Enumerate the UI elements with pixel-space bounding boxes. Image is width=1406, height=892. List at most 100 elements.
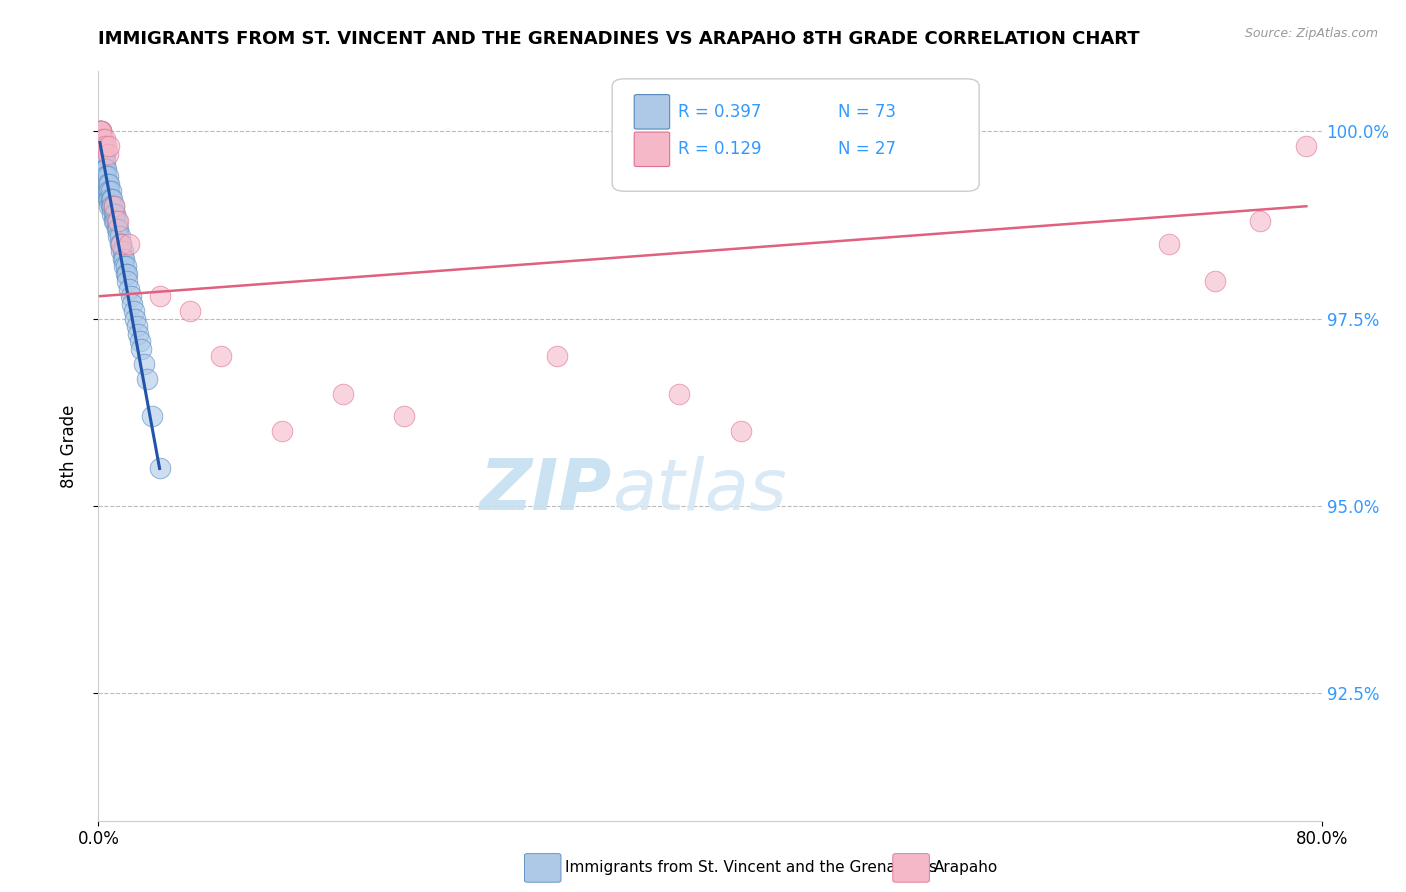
Point: [546, 349, 568, 363]
Point: [103, 214, 125, 228]
Point: [118, 236, 141, 251]
Point: [117, 267, 139, 281]
Point: [117, 274, 139, 288]
Point: [98, 177, 121, 191]
Point: [115, 267, 138, 281]
Point: [98, 192, 121, 206]
Point: [101, 199, 124, 213]
FancyBboxPatch shape: [634, 132, 669, 167]
Point: [1295, 139, 1317, 153]
Point: [1249, 214, 1271, 228]
Text: Source: ZipAtlas.com: Source: ZipAtlas.com: [1244, 27, 1378, 40]
Point: [90, 146, 112, 161]
Point: [101, 207, 124, 221]
Point: [129, 342, 152, 356]
Point: [332, 386, 354, 401]
Point: [94, 184, 117, 198]
Point: [136, 371, 159, 385]
Point: [121, 296, 143, 310]
Point: [108, 229, 131, 244]
Point: [94, 169, 117, 184]
Point: [98, 199, 121, 213]
Point: [124, 311, 146, 326]
Point: [94, 177, 117, 191]
Point: [122, 304, 145, 318]
Point: [105, 221, 128, 235]
Point: [90, 132, 112, 146]
Point: [97, 177, 120, 191]
Point: [89, 132, 111, 146]
Text: Immigrants from St. Vincent and the Grenadines: Immigrants from St. Vincent and the Gren…: [565, 861, 938, 875]
Point: [118, 282, 141, 296]
FancyBboxPatch shape: [634, 95, 669, 129]
Point: [90, 124, 112, 138]
Point: [91, 146, 114, 161]
Point: [91, 161, 114, 176]
Text: IMMIGRANTS FROM ST. VINCENT AND THE GRENADINES VS ARAPAHO 8TH GRADE CORRELATION : IMMIGRANTS FROM ST. VINCENT AND THE GREN…: [98, 29, 1140, 47]
Point: [270, 424, 292, 438]
Point: [93, 169, 115, 184]
Point: [110, 244, 132, 259]
Point: [91, 154, 114, 169]
Text: Arapaho: Arapaho: [934, 861, 998, 875]
Point: [101, 192, 124, 206]
Point: [89, 124, 111, 138]
Point: [108, 236, 131, 251]
Point: [107, 229, 129, 244]
Point: [103, 207, 125, 221]
Point: [110, 236, 132, 251]
Point: [100, 199, 122, 213]
Text: N = 73: N = 73: [838, 103, 897, 120]
Text: ZIP: ZIP: [479, 457, 612, 525]
Point: [149, 289, 172, 303]
Point: [107, 221, 129, 235]
Point: [94, 139, 117, 153]
Point: [93, 154, 115, 169]
Point: [179, 304, 201, 318]
Point: [1157, 236, 1180, 251]
Point: [93, 177, 115, 191]
Point: [89, 124, 111, 138]
Point: [97, 192, 120, 206]
Point: [103, 199, 125, 213]
Point: [115, 259, 138, 273]
Point: [209, 349, 232, 363]
Point: [103, 199, 125, 213]
Point: [93, 146, 115, 161]
Point: [91, 139, 114, 153]
Point: [392, 409, 416, 423]
Point: [100, 184, 122, 198]
Point: [97, 184, 120, 198]
Point: [98, 184, 121, 198]
Point: [110, 236, 132, 251]
Point: [111, 252, 134, 266]
Point: [89, 132, 111, 146]
Point: [97, 146, 120, 161]
Point: [90, 124, 112, 138]
Text: N = 27: N = 27: [838, 140, 897, 158]
Point: [128, 334, 150, 348]
Y-axis label: 8th Grade: 8th Grade: [59, 404, 77, 488]
Point: [90, 139, 112, 153]
Point: [107, 214, 129, 228]
Point: [90, 124, 112, 138]
Point: [125, 319, 148, 334]
Point: [134, 357, 156, 371]
Text: R = 0.129: R = 0.129: [678, 140, 762, 158]
Point: [104, 207, 127, 221]
Point: [141, 409, 163, 423]
Point: [112, 259, 135, 273]
Point: [1204, 274, 1226, 288]
Point: [120, 289, 142, 303]
Point: [94, 161, 117, 176]
Point: [89, 124, 111, 138]
Point: [90, 124, 112, 138]
Point: [93, 132, 115, 146]
Point: [91, 154, 114, 169]
Text: atlas: atlas: [612, 457, 787, 525]
Point: [91, 132, 114, 146]
Point: [105, 214, 128, 228]
Point: [97, 169, 120, 184]
Point: [90, 132, 112, 146]
Point: [93, 161, 115, 176]
